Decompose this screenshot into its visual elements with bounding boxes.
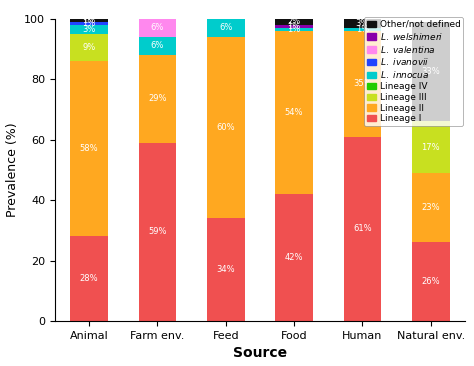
Bar [344, 31, 381, 137]
Text: 60%: 60% [217, 123, 235, 132]
Text: 3%: 3% [356, 19, 369, 27]
Bar [275, 194, 313, 321]
Bar [138, 37, 176, 55]
Bar [138, 143, 176, 321]
Text: 61%: 61% [353, 224, 372, 234]
Text: 2%: 2% [287, 17, 301, 26]
Text: 17%: 17% [421, 143, 440, 152]
Bar [275, 31, 313, 194]
Bar [275, 25, 313, 27]
Text: 6%: 6% [151, 23, 164, 32]
Text: 9%: 9% [82, 43, 96, 52]
Text: 23%: 23% [421, 203, 440, 212]
Bar [70, 236, 108, 321]
Bar [275, 19, 313, 25]
Bar [70, 19, 108, 22]
Text: 1%: 1% [82, 15, 96, 25]
Bar [138, 55, 176, 143]
Bar [412, 243, 449, 321]
Bar [275, 27, 313, 31]
Bar [344, 27, 381, 31]
Text: 26%: 26% [421, 277, 440, 286]
Text: 6%: 6% [151, 41, 164, 50]
Y-axis label: Prevalence (%): Prevalence (%) [6, 123, 18, 217]
Bar [412, 173, 449, 243]
Bar [207, 19, 245, 37]
Text: 33%: 33% [421, 67, 440, 76]
Text: 59%: 59% [148, 227, 166, 236]
Bar [70, 22, 108, 25]
Text: 3%: 3% [82, 25, 96, 34]
Bar [207, 37, 245, 218]
X-axis label: Source: Source [233, 347, 287, 361]
Bar [412, 122, 449, 173]
Text: 6%: 6% [219, 23, 232, 32]
Text: 54%: 54% [285, 108, 303, 117]
Bar [344, 137, 381, 321]
Bar [138, 0, 176, 19]
Text: 28%: 28% [80, 274, 98, 283]
Text: 34%: 34% [217, 265, 235, 274]
Text: 1%: 1% [287, 25, 301, 34]
Text: 58%: 58% [80, 144, 98, 153]
Bar [138, 19, 176, 37]
Text: 1%: 1% [356, 25, 369, 34]
Bar [412, 22, 449, 122]
Bar [207, 218, 245, 321]
Text: 29%: 29% [148, 94, 166, 103]
Text: 6%: 6% [151, 5, 164, 14]
Legend: Other/not defined, $\mathit{L.\ welshimeri}$, $\mathit{L.\ valentina}$, $\mathit: Other/not defined, $\mathit{L.\ welshime… [364, 17, 463, 126]
Text: 1%: 1% [82, 19, 96, 27]
Text: 1%: 1% [287, 22, 301, 31]
Text: 35%: 35% [353, 79, 372, 88]
Bar [70, 34, 108, 61]
Bar [344, 19, 381, 27]
Text: 42%: 42% [285, 253, 303, 262]
Bar [70, 61, 108, 236]
Bar [70, 25, 108, 34]
